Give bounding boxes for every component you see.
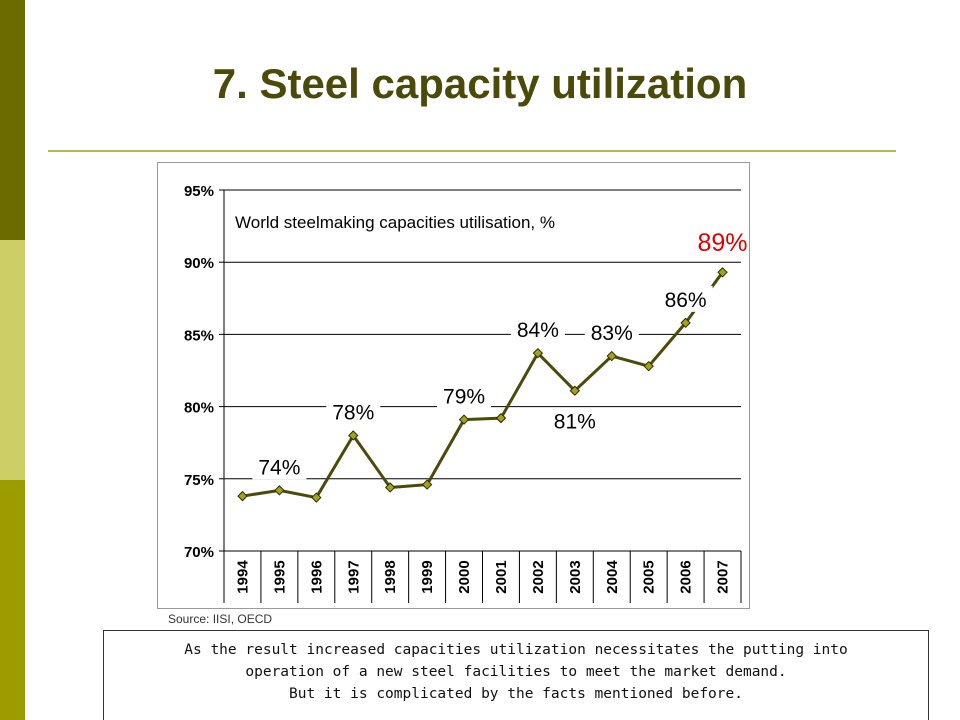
x-tick-label: 1996 bbox=[308, 560, 325, 593]
y-tick-label: 85% bbox=[184, 327, 214, 344]
chart-source: Source: IISI, OECD bbox=[168, 612, 273, 626]
sidebar-stripe-middle bbox=[0, 240, 25, 480]
x-tick-label: 2007 bbox=[715, 560, 732, 593]
note-line: As the result increased capacities utili… bbox=[184, 642, 848, 658]
x-tick-label: 2000 bbox=[456, 560, 473, 593]
data-point bbox=[717, 267, 728, 278]
data-point bbox=[680, 317, 691, 329]
data-label: 79% bbox=[443, 386, 485, 409]
x-tick-label: 1997 bbox=[345, 560, 362, 593]
label-layer: 74% 78% 79% 84% 81% 83% 86% 89% bbox=[252, 226, 749, 480]
x-tick-label: 2001 bbox=[493, 560, 510, 593]
data-label: 74% bbox=[258, 456, 300, 479]
note-box: As the result increased capacities utili… bbox=[103, 630, 929, 720]
x-tick-label: 1999 bbox=[419, 560, 436, 593]
data-label: 89% bbox=[698, 229, 748, 257]
data-point bbox=[311, 492, 322, 503]
x-tick-label: 1994 bbox=[234, 560, 251, 594]
sidebar-stripe-top bbox=[0, 0, 25, 240]
data-point bbox=[532, 347, 544, 359]
slide-title: 7. Steel capacity utilization bbox=[212, 60, 748, 107]
data-point bbox=[569, 385, 581, 396]
data-label-background bbox=[437, 382, 492, 409]
sidebar-stripe-bottom bbox=[0, 480, 25, 720]
y-tick-label: 90% bbox=[184, 255, 214, 272]
data-label-background bbox=[690, 226, 749, 256]
y-tick-label: 75% bbox=[184, 472, 214, 489]
x-tick-label: 2004 bbox=[604, 560, 621, 594]
x-tick-label: 1995 bbox=[271, 560, 288, 593]
data-label-background bbox=[584, 319, 639, 346]
data-point bbox=[237, 490, 248, 502]
data-point bbox=[606, 350, 617, 362]
data-label-background bbox=[547, 407, 602, 434]
data-label: 78% bbox=[332, 401, 374, 424]
x-tick-label: 2003 bbox=[567, 560, 584, 593]
data-point bbox=[384, 482, 396, 493]
data-point bbox=[643, 360, 654, 372]
data-point bbox=[495, 412, 507, 424]
series-line bbox=[242, 271, 724, 500]
data-label-background bbox=[252, 453, 307, 480]
data-label: 81% bbox=[554, 411, 596, 434]
data-label-background bbox=[658, 285, 713, 312]
series-layer bbox=[237, 267, 728, 503]
data-point bbox=[274, 485, 285, 496]
title-divider bbox=[48, 150, 896, 152]
data-label: 86% bbox=[665, 289, 707, 312]
line-chart: 70% 75% 80% 85% 90% 95% 1994 1995 1996 1997 1998 19… bbox=[184, 183, 749, 603]
data-label: 83% bbox=[591, 322, 633, 345]
note-line: But it is complicated by the facts menti… bbox=[289, 686, 743, 702]
data-label: 84% bbox=[517, 319, 559, 342]
axis-layer: 70% 75% 80% 85% 90% 95% 1994 1995 1996 1997 1998 19… bbox=[184, 183, 742, 603]
y-tick-label: 80% bbox=[184, 400, 214, 417]
x-tick-label: 2002 bbox=[530, 560, 547, 593]
grid-layer bbox=[224, 189, 741, 480]
data-point bbox=[458, 414, 470, 425]
y-tick-label: 95% bbox=[184, 183, 214, 200]
chart-frame: 70% 75% 80% 85% 90% 95% 1994 1995 1996 1997 1998 19… bbox=[157, 162, 750, 609]
data-label-background bbox=[326, 398, 381, 425]
x-tick-label: 2005 bbox=[641, 560, 658, 593]
y-tick-label: 70% bbox=[184, 544, 214, 561]
note-line: operation of a new steel facilities to m… bbox=[245, 664, 787, 680]
x-tick-label: 2006 bbox=[678, 560, 695, 593]
x-tick-label: 1998 bbox=[382, 560, 399, 593]
data-point bbox=[421, 479, 433, 490]
data-label-background bbox=[510, 316, 565, 343]
chart-title: World steelmaking capacities utilisation… bbox=[235, 213, 555, 232]
data-point bbox=[348, 430, 359, 441]
